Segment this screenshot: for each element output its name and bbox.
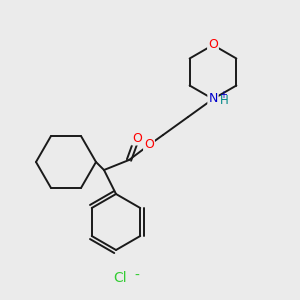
Text: H: H (220, 94, 229, 106)
Text: O: O (144, 139, 154, 152)
Text: O: O (208, 38, 218, 52)
Text: Cl: Cl (113, 271, 127, 285)
Text: O: O (132, 131, 142, 145)
Text: N: N (208, 92, 218, 106)
Text: -: - (134, 269, 139, 283)
Text: +: + (219, 90, 227, 100)
